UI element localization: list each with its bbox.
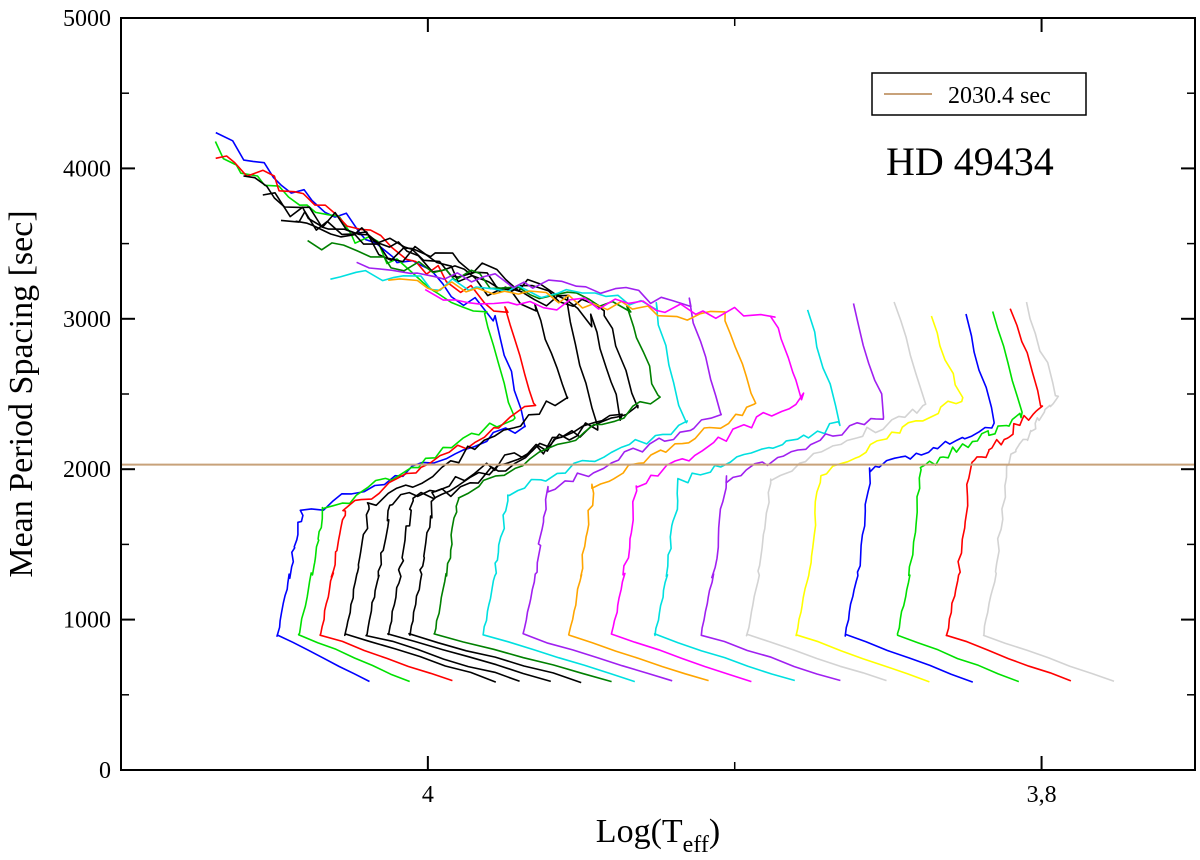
series-line-track-8: [307, 239, 661, 683]
series-line-track-15: [745, 301, 927, 682]
y-tick-label: 2000: [63, 457, 111, 483]
x-axis-title: Log(Teff): [596, 813, 720, 858]
series-line-track-13: [653, 309, 841, 682]
series-line-track-17: [844, 313, 995, 683]
x-axis-title-main: Log(T: [596, 813, 683, 850]
series-line-track-14: [700, 303, 885, 682]
series-line-track-19: [945, 308, 1072, 682]
y-tick-label: 5000: [63, 6, 111, 32]
series-line-track-3: [215, 155, 537, 682]
y-axis-title: Mean Period Spacing [sec]: [3, 210, 40, 577]
series-line-track-12: [424, 288, 805, 683]
legend: 2030.4 sec: [871, 72, 1087, 116]
y-tick-label: 1000: [63, 608, 111, 634]
series-line-track-2: [214, 141, 516, 683]
star-name-annotation: HD 49434: [886, 139, 1054, 184]
series-line-track-11: [388, 278, 757, 682]
legend-entry-reference-line: 2030.4 sec: [948, 83, 1051, 109]
y-tick-label: 3000: [63, 307, 111, 333]
series-line-track-10: [356, 261, 722, 682]
y-tick-label: 0: [99, 758, 111, 784]
x-axis-title-close: ): [709, 813, 720, 850]
x-tick-label: 4: [422, 782, 434, 808]
x-axis-title-subscript: eff: [683, 832, 709, 858]
series-line-track-16: [795, 315, 964, 683]
x-tick-label: 3,8: [1027, 782, 1057, 808]
y-axis-ticks: 0 1000 2000 3000 4000 5000: [63, 6, 1195, 784]
y-tick-label: 4000: [63, 156, 111, 182]
x-axis-ticks: 4 3,8: [422, 18, 1057, 808]
